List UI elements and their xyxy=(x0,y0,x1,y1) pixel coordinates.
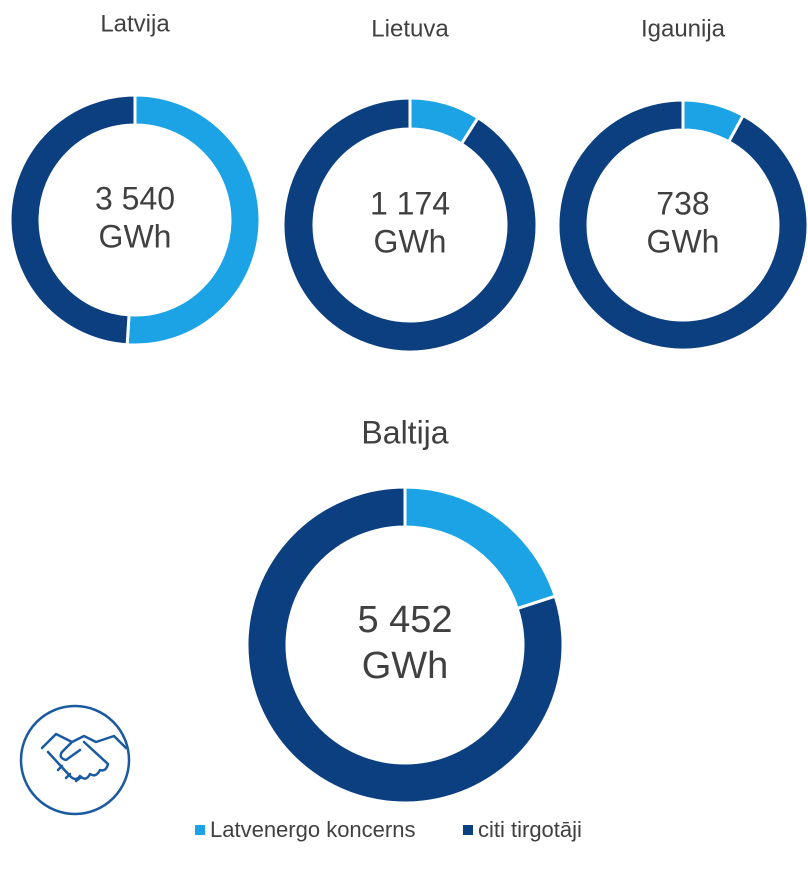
center-unit: GWh xyxy=(362,645,449,687)
center-value: 3 540 xyxy=(95,180,175,216)
donut-segment xyxy=(403,485,558,611)
center-value: 738 xyxy=(656,185,709,221)
donut-segment xyxy=(245,485,565,805)
chart-title: Igaunija xyxy=(641,15,726,42)
center-value: 1 174 xyxy=(370,185,450,221)
donut-segment xyxy=(556,98,808,352)
legend-swatch xyxy=(463,825,473,835)
donut-segment xyxy=(8,93,137,347)
handshake-icon xyxy=(19,704,131,816)
legend-label: citi tirgotāji xyxy=(478,817,582,842)
legend-swatch xyxy=(195,825,205,835)
legend-label: Latvenergo koncerns xyxy=(210,817,415,842)
donut-segment xyxy=(281,96,539,354)
chart-title: Lietuva xyxy=(371,15,449,42)
center-unit: GWh xyxy=(374,224,447,260)
center-unit: GWh xyxy=(99,219,172,255)
center-unit: GWh xyxy=(647,224,720,260)
center-value: 5 452 xyxy=(357,599,452,641)
donut-segment xyxy=(125,93,262,347)
chart-title: Baltija xyxy=(361,414,448,450)
chart-title: Latvija xyxy=(100,10,170,37)
